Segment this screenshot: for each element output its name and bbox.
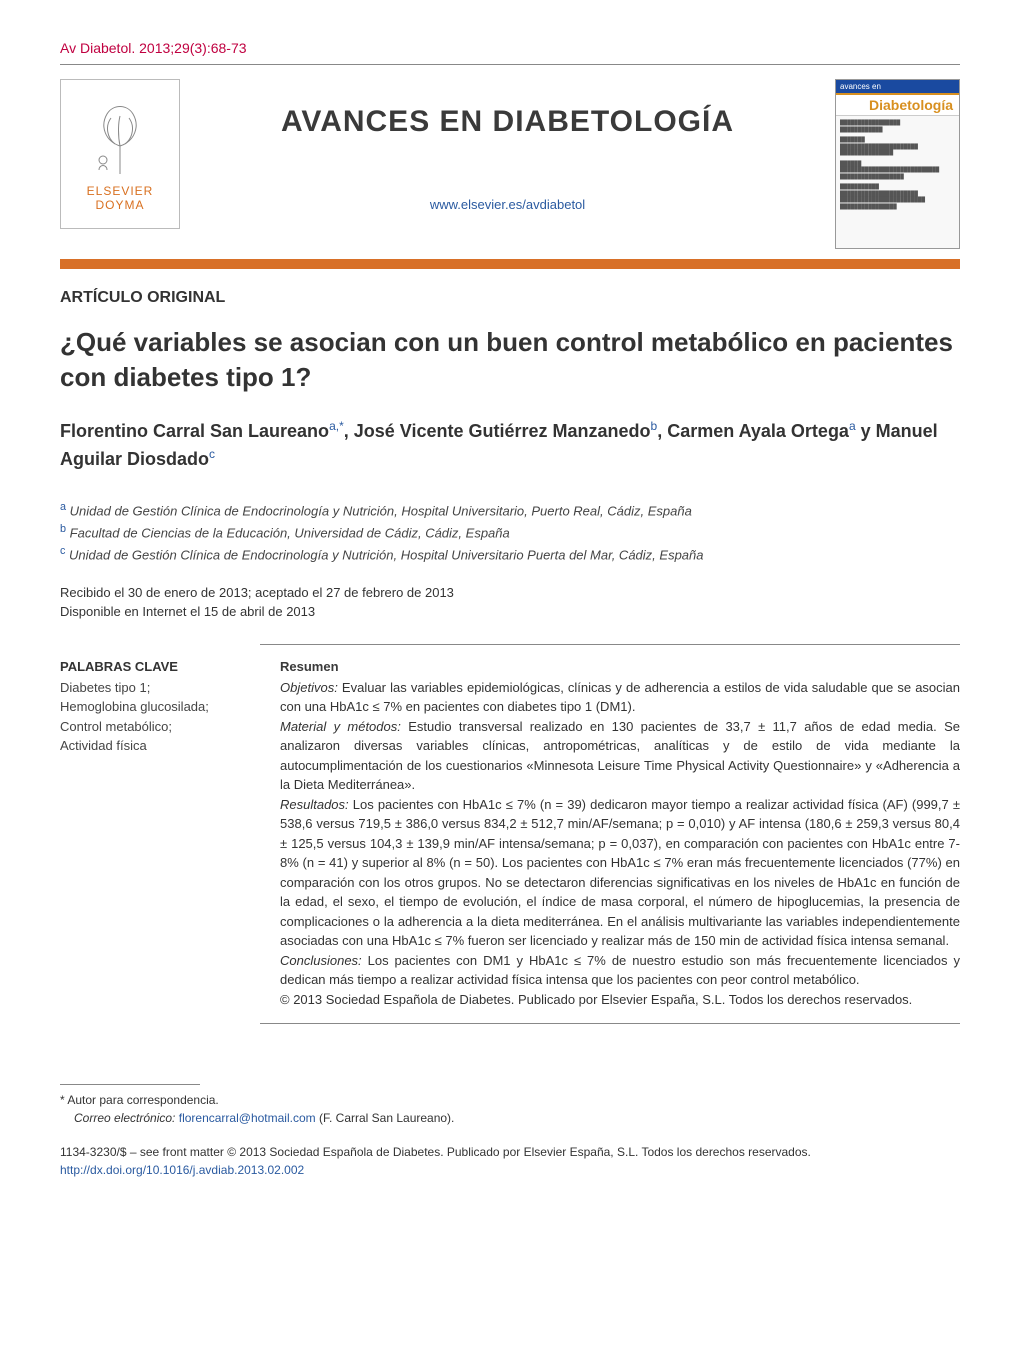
rule-below-abstract — [260, 1023, 960, 1024]
corr-text: Autor para correspondencia. — [67, 1093, 218, 1107]
footnotes: * Autor para correspondencia. Correo ele… — [60, 1084, 960, 1127]
journal-url[interactable]: www.elsevier.es/avdiabetol — [180, 197, 835, 212]
affiliations: a Unidad de Gestión Clínica de Endocrino… — [60, 499, 960, 564]
accent-bar — [60, 259, 960, 269]
resultados-label: Resultados: — [280, 797, 349, 812]
resultados-text: Los pacientes con HbA1c ≤ 7% (n = 39) de… — [280, 797, 960, 949]
aff-text-c: Unidad de Gestión Clínica de Endocrinolo… — [69, 547, 703, 562]
publisher-name-bottom: DOYMA — [95, 198, 144, 212]
cover-body: █████████████████████████████ ██████████… — [836, 116, 959, 218]
corresponding-author-line: * Autor para correspondencia. — [60, 1091, 960, 1109]
publisher-name-top: ELSEVIER — [87, 184, 154, 198]
citation-line: Av Diabetol. 2013;29(3):68-73 — [60, 40, 960, 56]
aff-text-b: Facultad de Ciencias de la Educación, Un… — [70, 525, 510, 540]
abstract-resultados: Resultados: Los pacientes con HbA1c ≤ 7%… — [280, 795, 960, 951]
journal-header: ELSEVIER DOYMA AVANCES EN DIABETOLOGÍA w… — [60, 79, 960, 249]
material-label: Material y métodos: — [280, 719, 401, 734]
rule-above-abstract — [260, 644, 960, 645]
abstract-block: PALABRAS CLAVE Diabetes tipo 1;Hemoglobi… — [60, 659, 960, 1010]
keywords-list: Diabetes tipo 1;Hemoglobina glucosilada;… — [60, 678, 240, 756]
conclusiones-label: Conclusiones: — [280, 953, 362, 968]
abstract-column: Resumen Objetivos: Evaluar las variables… — [260, 659, 960, 1010]
copyright-block: 1134-3230/$ – see front matter © 2013 So… — [60, 1143, 960, 1179]
objetivos-text: Evaluar las variables epidemiológicas, c… — [280, 680, 960, 715]
conclusiones-text: Los pacientes con DM1 y HbA1c ≤ 7% de nu… — [280, 953, 960, 988]
email-line: Correo electrónico: florencarral@hotmail… — [60, 1109, 960, 1127]
online-date-line: Disponible en Internet el 15 de abril de… — [60, 602, 960, 622]
page-container: Av Diabetol. 2013;29(3):68-73 ELSEVIER D… — [0, 0, 1020, 1209]
rule-top — [60, 64, 960, 65]
journal-name: AVANCES EN DIABETOLOGÍA — [180, 105, 835, 139]
cover-top-strip: avances en — [836, 80, 959, 95]
footnote-rule — [60, 1084, 200, 1085]
abstract-objetivos: Objetivos: Evaluar las variables epidemi… — [280, 678, 960, 717]
corr-symbol: * — [60, 1093, 65, 1107]
affiliation-a: a Unidad de Gestión Clínica de Endocrino… — [60, 499, 960, 521]
publisher-name: ELSEVIER DOYMA — [87, 184, 154, 213]
authors-line: Florentino Carral San Laureanoa,*, José … — [60, 417, 960, 473]
affiliation-c: c Unidad de Gestión Clínica de Endocrino… — [60, 543, 960, 565]
aff-sup-a: a — [60, 501, 66, 513]
abstract-material: Material y métodos: Estudio transversal … — [280, 717, 960, 795]
abstract-copyright: © 2013 Sociedad Española de Diabetes. Pu… — [280, 990, 960, 1010]
email-author: (F. Carral San Laureano). — [319, 1111, 454, 1125]
article-type: ARTÍCULO ORIGINAL — [60, 289, 960, 307]
aff-sup-b: b — [60, 523, 66, 535]
keywords-heading: PALABRAS CLAVE — [60, 659, 240, 674]
aff-text-a: Unidad de Gestión Clínica de Endocrinolo… — [70, 504, 692, 519]
abstract-heading: Resumen — [280, 659, 960, 674]
email-link[interactable]: florencarral@hotmail.com — [179, 1111, 316, 1125]
objetivos-label: Objetivos: — [280, 680, 338, 695]
doi-link[interactable]: http://dx.doi.org/10.1016/j.avdiab.2013.… — [60, 1163, 304, 1177]
keywords-column: PALABRAS CLAVE Diabetes tipo 1;Hemoglobi… — [60, 659, 260, 1010]
abstract-conclusiones: Conclusiones: Los pacientes con DM1 y Hb… — [280, 951, 960, 990]
cover-title: Diabetología — [836, 95, 959, 116]
affiliation-b: b Facultad de Ciencias de la Educación, … — [60, 521, 960, 543]
publisher-logo: ELSEVIER DOYMA — [60, 79, 180, 229]
copyright-line: 1134-3230/$ – see front matter © 2013 So… — [60, 1143, 960, 1161]
history-dates: Recibido el 30 de enero de 2013; aceptad… — [60, 583, 960, 622]
header-center: AVANCES EN DIABETOLOGÍA www.elsevier.es/… — [180, 79, 835, 212]
article-title: ¿Qué variables se asocian con un buen co… — [60, 325, 960, 395]
email-label: Correo electrónico: — [74, 1111, 175, 1125]
tree-icon — [85, 96, 155, 176]
aff-sup-c: c — [60, 545, 65, 557]
journal-cover-thumbnail: avances en Diabetología ████████████████… — [835, 79, 960, 249]
received-accepted-line: Recibido el 30 de enero de 2013; aceptad… — [60, 583, 960, 603]
